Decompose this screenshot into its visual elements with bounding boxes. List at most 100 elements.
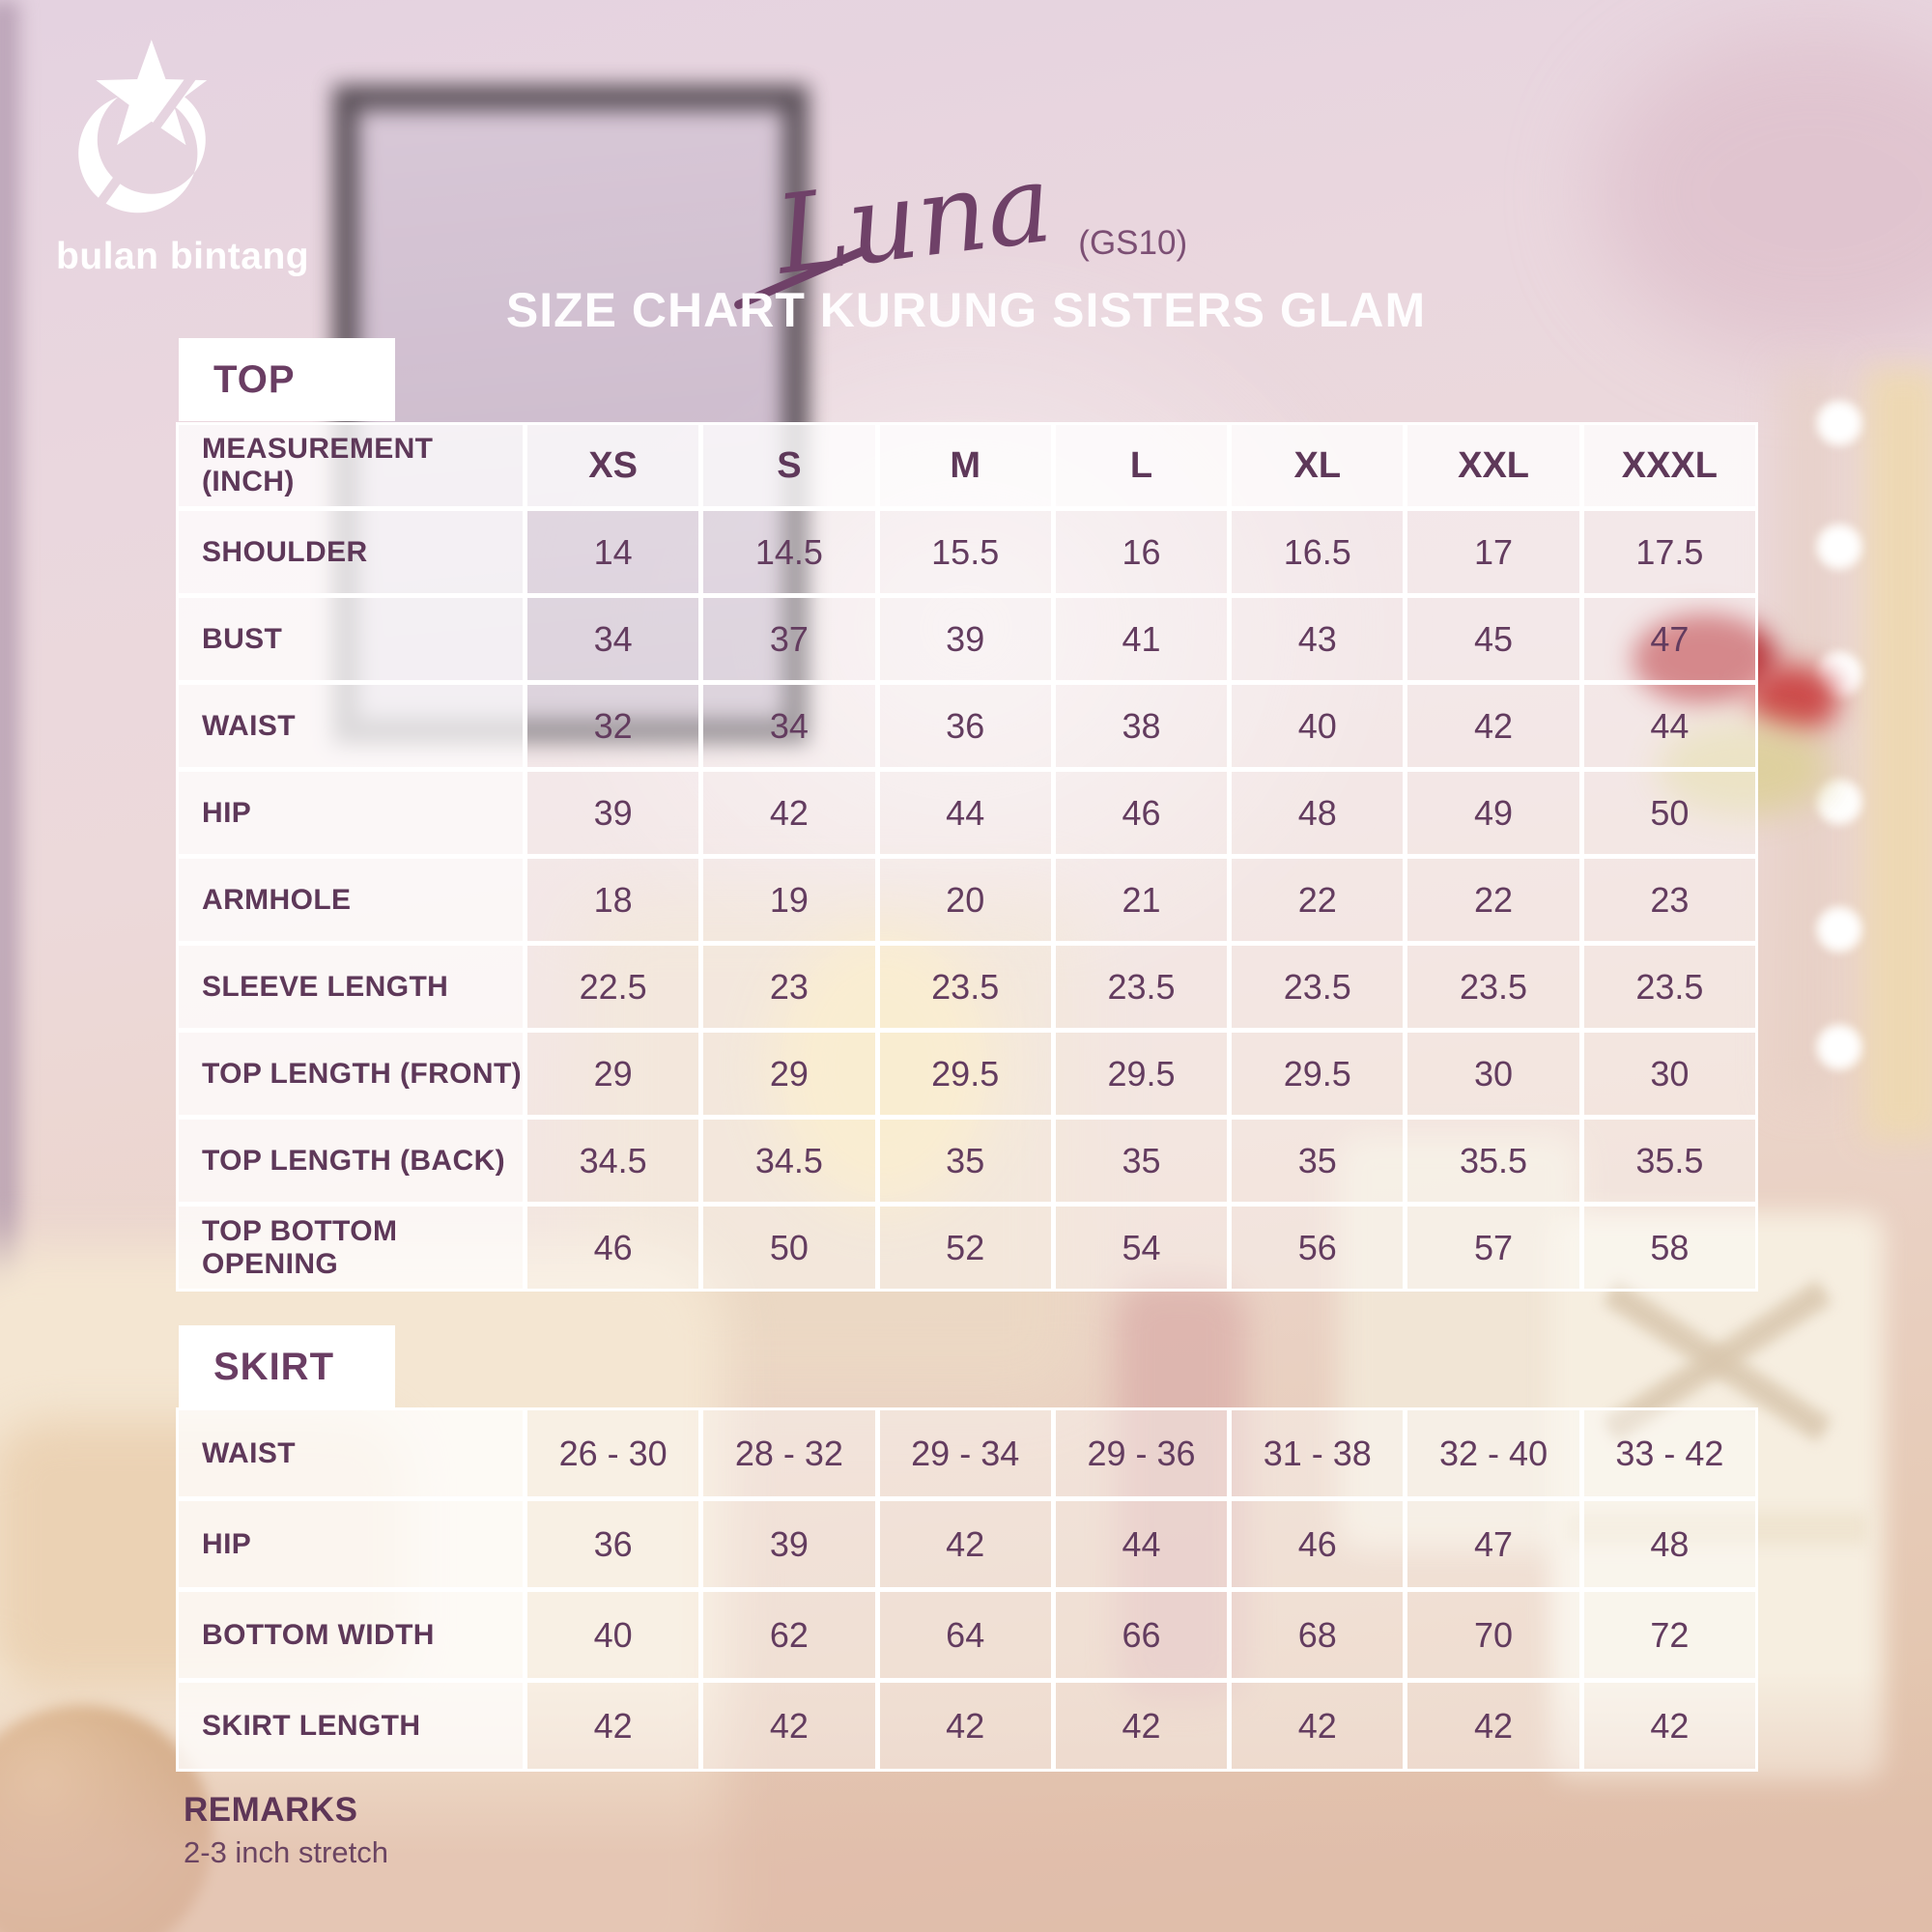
- value-cell: 31 - 38: [1232, 1410, 1404, 1496]
- value-cell: 42: [703, 1683, 875, 1769]
- row-label: TOP BOTTOM OPENING: [179, 1207, 523, 1289]
- value-cell: 35: [1055, 1120, 1228, 1202]
- remarks-title: REMARKS: [184, 1791, 358, 1829]
- row-label: HIP: [179, 772, 523, 854]
- value-cell: 39: [879, 598, 1051, 680]
- decor-vanity-bulb: [1814, 1022, 1864, 1072]
- value-cell: 68: [1232, 1592, 1404, 1678]
- value-cell: 29: [703, 1033, 875, 1115]
- row-label: HIP: [179, 1501, 523, 1587]
- measurement-header-cell: MEASUREMENT (INCH): [179, 425, 523, 506]
- value-cell: 42: [879, 1683, 1051, 1769]
- value-cell: 15.5: [879, 511, 1051, 593]
- size-header-s: S: [703, 425, 875, 506]
- value-cell: 18: [527, 859, 699, 941]
- value-cell: 32 - 40: [1407, 1410, 1579, 1496]
- value-cell: 50: [703, 1207, 875, 1289]
- value-cell: 39: [527, 772, 699, 854]
- value-cell: 50: [1583, 772, 1755, 854]
- size-header-l: L: [1055, 425, 1228, 506]
- value-cell: 23.5: [1232, 946, 1404, 1028]
- value-cell: 30: [1583, 1033, 1755, 1115]
- value-cell: 46: [1232, 1501, 1404, 1587]
- value-cell: 48: [1232, 772, 1404, 854]
- skirt-size-table: WAIST 26 - 30 28 - 32 29 - 34 29 - 36 31…: [179, 1410, 1755, 1769]
- value-cell: 16.5: [1232, 511, 1404, 593]
- value-cell: 16: [1055, 511, 1228, 593]
- value-cell: 23.5: [879, 946, 1051, 1028]
- row-label: SLEEVE LENGTH: [179, 946, 523, 1028]
- decor-mirror-pillar: [1864, 367, 1932, 1140]
- value-cell: 35.5: [1407, 1120, 1579, 1202]
- section-label-top: TOP: [213, 357, 296, 401]
- value-cell: 20: [879, 859, 1051, 941]
- section-label-skirt: SKIRT: [213, 1345, 334, 1388]
- value-cell: 42: [1583, 1683, 1755, 1769]
- value-cell: 30: [1407, 1033, 1579, 1115]
- value-cell: 49: [1407, 772, 1579, 854]
- value-cell: 29.5: [1232, 1033, 1404, 1115]
- row-label: SHOULDER: [179, 511, 523, 593]
- value-cell: 28 - 32: [703, 1410, 875, 1496]
- value-cell: 34: [527, 598, 699, 680]
- value-cell: 64: [879, 1592, 1051, 1678]
- size-header-xs: XS: [527, 425, 699, 506]
- value-cell: 33 - 42: [1583, 1410, 1755, 1496]
- remarks-text: 2-3 inch stretch: [184, 1835, 388, 1869]
- decor-mirror-strip: [1777, 367, 1845, 1101]
- decor-red-flower: [1747, 665, 1838, 734]
- value-cell: 58: [1583, 1207, 1755, 1289]
- row-label: ARMHOLE: [179, 859, 523, 941]
- value-cell: 40: [527, 1592, 699, 1678]
- value-cell: 47: [1407, 1501, 1579, 1587]
- value-cell: 34.5: [527, 1120, 699, 1202]
- value-cell: 43: [1232, 598, 1404, 680]
- value-cell: 44: [879, 772, 1051, 854]
- value-cell: 47: [1583, 598, 1755, 680]
- value-cell: 66: [1055, 1592, 1228, 1678]
- size-header-xl: XL: [1232, 425, 1404, 506]
- value-cell: 34: [703, 685, 875, 767]
- value-cell: 23.5: [1583, 946, 1755, 1028]
- value-cell: 38: [1055, 685, 1228, 767]
- decor-vanity-bulb: [1814, 522, 1864, 572]
- value-cell: 45: [1407, 598, 1579, 680]
- value-cell: 42: [703, 772, 875, 854]
- value-cell: 21: [1055, 859, 1228, 941]
- row-label: TOP LENGTH (FRONT): [179, 1033, 523, 1115]
- brand-logo-text: bulan bintang: [56, 236, 310, 277]
- size-header-xxxl: XXXL: [1583, 425, 1755, 506]
- decor-vanity-bulb: [1814, 777, 1864, 827]
- value-cell: 32: [527, 685, 699, 767]
- value-cell: 23: [703, 946, 875, 1028]
- value-cell: 29.5: [879, 1033, 1051, 1115]
- top-size-table: MEASUREMENT (INCH) XS S M L XL XXL XXXL …: [179, 425, 1755, 1289]
- decor-vanity-bulb: [1814, 649, 1864, 699]
- value-cell: 14.5: [703, 511, 875, 593]
- value-cell: 29: [527, 1033, 699, 1115]
- value-cell: 42: [1407, 685, 1579, 767]
- value-cell: 23.5: [1407, 946, 1579, 1028]
- star-crescent-icon: [78, 40, 208, 213]
- value-cell: 22.5: [527, 946, 699, 1028]
- row-label: TOP LENGTH (BACK): [179, 1120, 523, 1202]
- value-cell: 42: [1055, 1683, 1228, 1769]
- value-cell: 46: [527, 1207, 699, 1289]
- value-cell: 46: [1055, 772, 1228, 854]
- size-header-xxl: XXL: [1407, 425, 1579, 506]
- row-label: BUST: [179, 598, 523, 680]
- value-cell: 39: [703, 1501, 875, 1587]
- row-label: WAIST: [179, 1410, 523, 1496]
- value-cell: 29.5: [1055, 1033, 1228, 1115]
- value-cell: 14: [527, 511, 699, 593]
- value-cell: 35.5: [1583, 1120, 1755, 1202]
- value-cell: 41: [1055, 598, 1228, 680]
- section-tab-skirt: SKIRT: [179, 1325, 395, 1408]
- value-cell: 42: [879, 1501, 1051, 1587]
- value-cell: 56: [1232, 1207, 1404, 1289]
- value-cell: 62: [703, 1592, 875, 1678]
- value-cell: 54: [1055, 1207, 1228, 1289]
- value-cell: 40: [1232, 685, 1404, 767]
- row-label: WAIST: [179, 685, 523, 767]
